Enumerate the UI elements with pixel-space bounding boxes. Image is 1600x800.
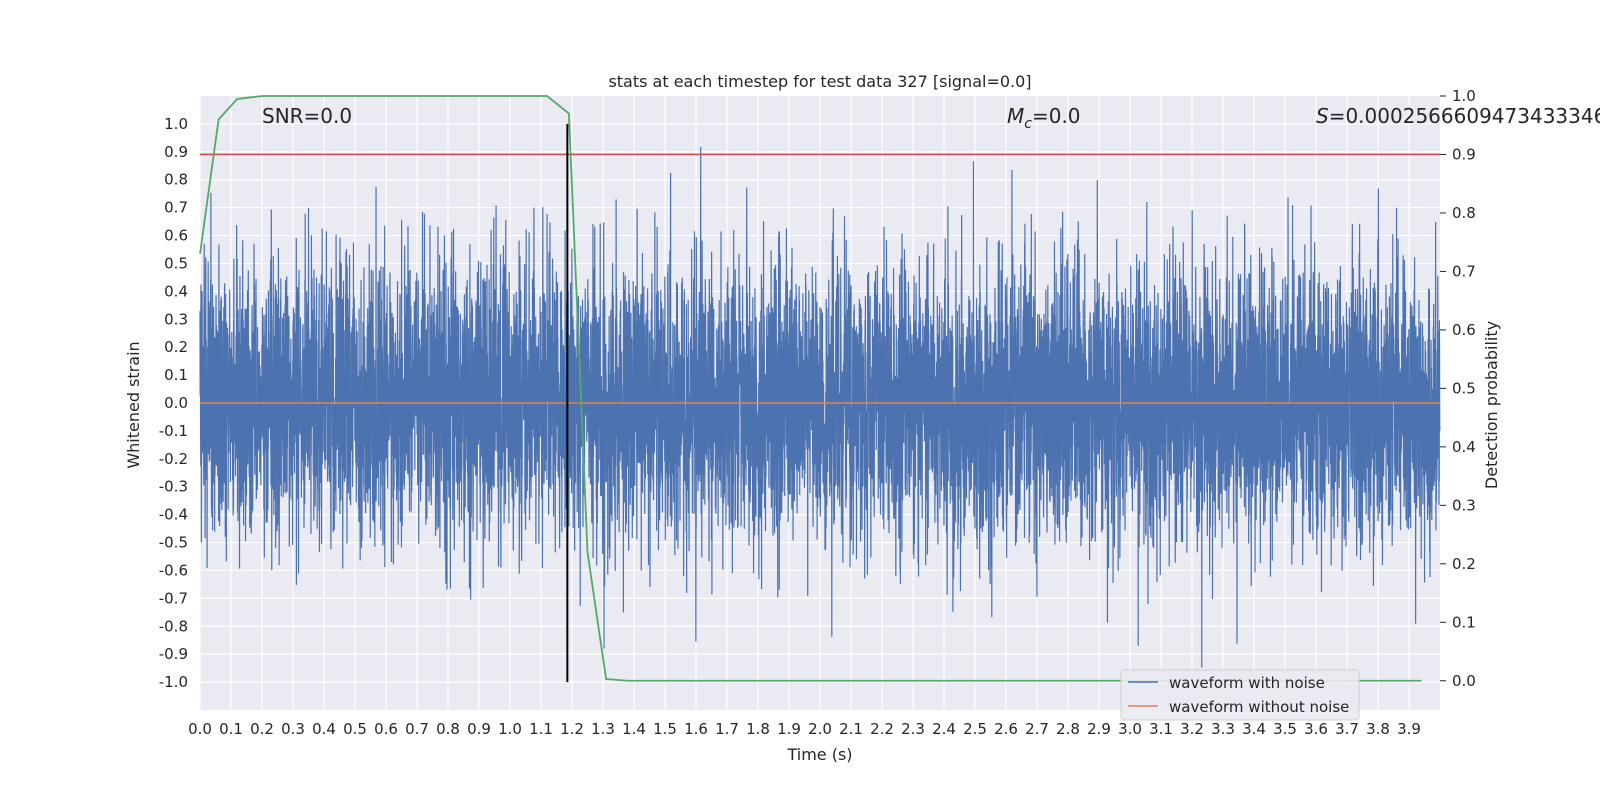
y-tick-label: 0.2	[164, 338, 188, 356]
x-tick-label: 3.3	[1211, 720, 1235, 738]
x-tick-label: 2.0	[808, 720, 832, 738]
y-tick-label: 0.6	[164, 227, 188, 245]
x-tick-labels: 0.0 0.1 0.2 0.3 0.4 0.5 0.6 0.7 0.8 0.9 1.0 1.1 1.2 1…	[188, 720, 1421, 738]
x-axis-label: Time (s)	[786, 745, 852, 764]
y-tick-label: 0.4	[164, 282, 188, 300]
x-tick-label: 0.1	[219, 720, 243, 738]
y-tick-label: 0.7	[164, 199, 188, 217]
x-tick-label: 0.9	[467, 720, 491, 738]
x-tick-label: 0.8	[436, 720, 460, 738]
series-detection-probability	[199, 95, 1422, 682]
x-tick-label: 3.0	[1118, 720, 1142, 738]
y-right-tick-label: 0.3	[1452, 496, 1476, 514]
y-right-axis-label: Detection probability	[1482, 321, 1501, 489]
y-right-tick-label: 0.0	[1452, 672, 1476, 690]
mc-annotation: Mc=0.0	[1007, 104, 1081, 132]
series-waveform-with-noise	[199, 146, 1441, 668]
s-symbol: S	[1316, 104, 1329, 128]
chart-title: stats at each timestep for test data 327…	[608, 72, 1031, 91]
y-tick-labels: 1.0 0.9 0.8 0.7 0.6 0.5 0.4 0.3 0.2 0.1 0.0 -0.1 -0.…	[159, 115, 188, 691]
s-annotation: S=0.0002566609473433346	[1316, 104, 1600, 128]
noise-line	[199, 146, 1441, 668]
y-tick-label: -0.2	[159, 450, 188, 468]
y-tick-label: 0.1	[164, 366, 188, 384]
y-right-tick-label: 0.6	[1452, 321, 1476, 339]
y-tick-label: -1.0	[159, 673, 188, 691]
x-tick-label: 3.7	[1335, 720, 1359, 738]
y-tick-label: -0.1	[159, 422, 188, 440]
y-tick-label: 0.8	[164, 171, 188, 189]
x-tick-label: 1.1	[529, 720, 553, 738]
y-tick-label: -0.8	[159, 617, 188, 635]
legend: waveform with noise waveform without noi…	[1120, 669, 1360, 721]
y-right-tick-label: 0.5	[1452, 379, 1476, 397]
x-tick-label: 3.5	[1273, 720, 1297, 738]
x-tick-label: 2.5	[963, 720, 987, 738]
y-tick-label: -0.4	[159, 506, 188, 524]
x-tick-label: 1.7	[715, 720, 739, 738]
x-tick-label: 2.1	[839, 720, 863, 738]
y-tick-label: -0.3	[159, 478, 188, 496]
x-tick-label: 1.5	[653, 720, 677, 738]
x-tick-label: 1.9	[777, 720, 801, 738]
x-tick-label: 0.5	[343, 720, 367, 738]
y-tick-label: -0.5	[159, 534, 188, 552]
x-tick-label: 2.9	[1087, 720, 1111, 738]
x-tick-label: 3.4	[1242, 720, 1266, 738]
x-tick-label: 0.7	[405, 720, 429, 738]
x-tick-label: 3.8	[1366, 720, 1390, 738]
x-tick-label: 2.7	[1025, 720, 1049, 738]
x-tick-label: 2.3	[901, 720, 925, 738]
mc-subscript: c	[1024, 116, 1032, 132]
y-right-tick-label: 1.0	[1452, 87, 1476, 105]
x-tick-label: 2.8	[1056, 720, 1080, 738]
x-tick-label: 1.0	[498, 720, 522, 738]
x-tick-label: 1.4	[622, 720, 646, 738]
y-tick-label: 0.9	[164, 143, 188, 161]
y-tick-label: -0.6	[159, 561, 188, 579]
probability-line	[199, 95, 1422, 682]
legend-label-waveform-with-noise: waveform with noise	[1169, 674, 1325, 692]
x-tick-label: 1.8	[746, 720, 770, 738]
y-right-tick-label: 0.2	[1452, 555, 1476, 573]
x-tick-label: 3.1	[1149, 720, 1173, 738]
y-tick-label: 0.5	[164, 254, 188, 272]
x-tick-label: 2.4	[932, 720, 956, 738]
y-tick-label: -0.9	[159, 645, 188, 663]
y-right-tick-label: 0.7	[1452, 262, 1476, 280]
x-tick-label: 3.2	[1180, 720, 1204, 738]
x-tick-label: 1.3	[591, 720, 615, 738]
x-tick-label: 0.2	[250, 720, 274, 738]
x-tick-label: 1.2	[560, 720, 584, 738]
x-tick-label: 3.6	[1304, 720, 1328, 738]
y-tick-label: -0.7	[159, 589, 188, 607]
x-tick-label: 0.4	[312, 720, 336, 738]
x-tick-label: 3.9	[1397, 720, 1421, 738]
x-tick-label: 1.6	[684, 720, 708, 738]
y-right-tick-label: 0.9	[1452, 145, 1476, 163]
y-tick-label: 1.0	[164, 115, 188, 133]
mc-symbol: M	[1007, 104, 1024, 128]
x-tick-label: 0.3	[281, 720, 305, 738]
y-tick-label: 0.0	[164, 394, 188, 412]
x-tick-label: 2.2	[870, 720, 894, 738]
y-right-tick-label: 0.4	[1452, 438, 1476, 456]
x-tick-label: 0.0	[188, 720, 212, 738]
y-right-tick-labels: 1.0 0.9 0.8 0.7 0.6 0.5 0.4 0.3 0.2 0.1 0.0	[1440, 87, 1476, 690]
s-value: =0.0002566609473433346	[1329, 104, 1600, 128]
mc-value: =0.0	[1032, 104, 1081, 128]
legend-box	[1120, 669, 1360, 721]
x-tick-label: 2.6	[994, 720, 1018, 738]
y-right-tick-label: 0.8	[1452, 204, 1476, 222]
y-tick-label: 0.3	[164, 310, 188, 328]
legend-label-waveform-without-noise: waveform without noise	[1169, 698, 1349, 716]
x-tick-label: 0.6	[374, 720, 398, 738]
y-axis-label: Whitened strain	[124, 341, 143, 468]
snr-annotation: SNR=0.0	[262, 104, 352, 128]
y-right-tick-label: 0.1	[1452, 613, 1476, 631]
